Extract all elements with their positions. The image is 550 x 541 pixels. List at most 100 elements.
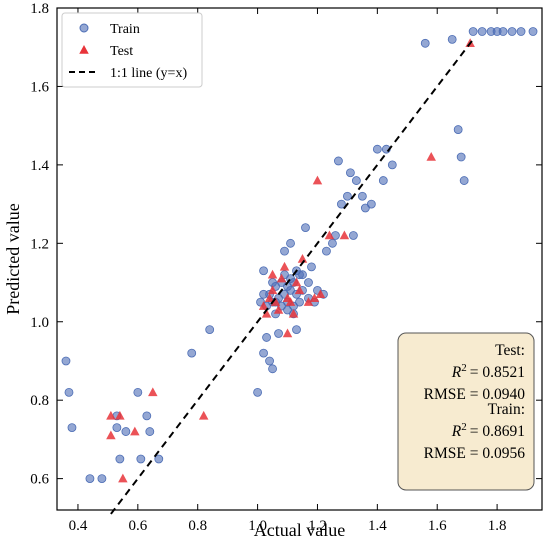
train-r2-symbol: R <box>451 423 462 440</box>
train-point <box>307 262 316 272</box>
x-tick-label: 1.2 <box>308 518 327 534</box>
y-axis-title: Predicted value <box>3 203 23 314</box>
y-tick-label: 1.8 <box>30 1 49 17</box>
test-r2-symbol: R <box>451 364 462 381</box>
test-point <box>297 254 308 263</box>
train-point <box>280 246 289 256</box>
train-point <box>468 27 478 36</box>
train-point <box>304 278 313 287</box>
legend-train-label: Train <box>110 22 140 37</box>
train-point <box>142 411 152 421</box>
test-point <box>279 261 290 271</box>
test-point <box>312 175 323 185</box>
x-tick-label: 0.6 <box>128 518 147 534</box>
train-point <box>292 325 301 334</box>
x-axis-title: Actual value <box>254 520 345 540</box>
train-point <box>85 474 95 484</box>
train-point <box>366 199 376 209</box>
test-rmse: RMSE = 0.0940 <box>424 386 526 403</box>
train-point <box>112 423 122 433</box>
train-point <box>298 270 307 280</box>
test-point <box>118 473 128 483</box>
legend-test-marker <box>79 45 89 54</box>
train-point <box>259 289 268 299</box>
train-point <box>507 27 517 36</box>
y-tick-label: 1.0 <box>30 315 49 331</box>
test-point <box>267 285 278 295</box>
test-point <box>294 285 305 295</box>
train-point <box>447 34 457 44</box>
test-point <box>309 293 320 302</box>
train-point <box>121 427 131 436</box>
train-point <box>420 38 430 48</box>
test-point <box>270 297 281 306</box>
train-point <box>528 27 538 36</box>
stats-box: Test: R2 = 0.8521 RMSE = 0.0940 Train: R2… <box>397 332 535 491</box>
train-r2-value: = 0.8691 <box>470 423 525 440</box>
axis-ticks: 0.4 0.6 0.8 1.0 1.2 1.4 1.6 1.8 0.6 0.8 1.0 1.2 1.4 1… <box>30 1 542 534</box>
train-point <box>477 27 487 36</box>
train-point <box>372 144 382 154</box>
x-tick-label: 1.4 <box>368 518 387 534</box>
y-tick-label: 0.8 <box>30 393 49 409</box>
x-tick-label: 0.4 <box>69 518 88 534</box>
train-point <box>334 156 343 166</box>
train-point <box>253 387 262 397</box>
train-title: Train: <box>488 401 525 418</box>
test-point <box>285 297 296 306</box>
train-point <box>337 199 346 209</box>
train-point <box>357 191 367 201</box>
train-point <box>498 27 508 36</box>
train-point <box>328 238 337 248</box>
train-point <box>516 27 526 36</box>
train-point <box>343 191 352 201</box>
test-point <box>267 269 278 279</box>
test-point <box>106 410 116 420</box>
test-point <box>291 277 302 287</box>
test-point <box>130 426 140 436</box>
train-point <box>301 223 310 233</box>
train-point <box>187 348 197 358</box>
train-point <box>259 348 268 358</box>
legend-box <box>61 12 203 88</box>
train-point <box>348 231 358 240</box>
stats-box-background <box>397 332 535 491</box>
test-r2-value: = 0.8521 <box>470 364 525 381</box>
train-point <box>265 356 274 366</box>
train-point <box>387 160 397 170</box>
x-tick-label: 0.8 <box>188 518 207 534</box>
train-point <box>295 297 304 307</box>
test-r2: R2 = 0.8521 <box>451 362 525 381</box>
train-r2: R2 = 0.8691 <box>451 421 525 440</box>
train-point <box>136 454 146 464</box>
test-point <box>148 387 158 397</box>
legend-test-label: Test <box>110 44 133 59</box>
test-point <box>258 301 269 310</box>
test-point <box>339 230 350 240</box>
y-tick-label: 0.6 <box>30 472 49 488</box>
train-point <box>64 387 74 397</box>
test-r2-superscript: 2 <box>461 362 467 374</box>
train-point <box>154 454 164 464</box>
train-r2-superscript: 2 <box>461 421 467 433</box>
test-title: Test: <box>495 342 525 359</box>
train-point <box>286 238 295 248</box>
identity-line <box>110 38 474 515</box>
test-point <box>264 293 275 302</box>
train-point <box>459 176 469 185</box>
x-tick-label: 1.8 <box>488 518 507 534</box>
train-point <box>145 427 155 436</box>
train-rmse: RMSE = 0.0956 <box>424 445 526 462</box>
train-point <box>133 387 143 397</box>
train-point <box>453 125 463 134</box>
train-point <box>456 152 466 162</box>
train-point <box>351 176 361 185</box>
legend: Train Test 1:1 line (y=x) <box>61 12 203 88</box>
train-point <box>115 454 125 464</box>
train-point <box>268 278 277 287</box>
x-tick-label: 1.0 <box>248 518 267 534</box>
train-point <box>378 176 388 185</box>
train-point <box>205 325 215 334</box>
legend-train-marker <box>79 23 89 33</box>
